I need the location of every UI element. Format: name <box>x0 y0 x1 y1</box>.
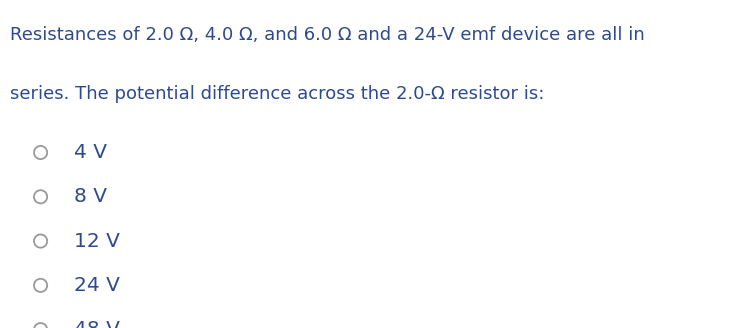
Text: 8 V: 8 V <box>74 187 107 206</box>
Text: 24 V: 24 V <box>74 276 120 295</box>
Text: 48 V: 48 V <box>74 320 120 328</box>
Point <box>35 238 46 244</box>
Text: 4 V: 4 V <box>74 143 107 162</box>
Text: series. The potential difference across the 2.0-Ω resistor is:: series. The potential difference across … <box>10 85 544 103</box>
Point <box>35 327 46 328</box>
Point <box>35 150 46 155</box>
Text: Resistances of 2.0 Ω, 4.0 Ω, and 6.0 Ω and a 24-V emf device are all in: Resistances of 2.0 Ω, 4.0 Ω, and 6.0 Ω a… <box>10 26 644 44</box>
Point <box>35 194 46 199</box>
Point <box>35 283 46 288</box>
Text: 12 V: 12 V <box>74 232 120 251</box>
